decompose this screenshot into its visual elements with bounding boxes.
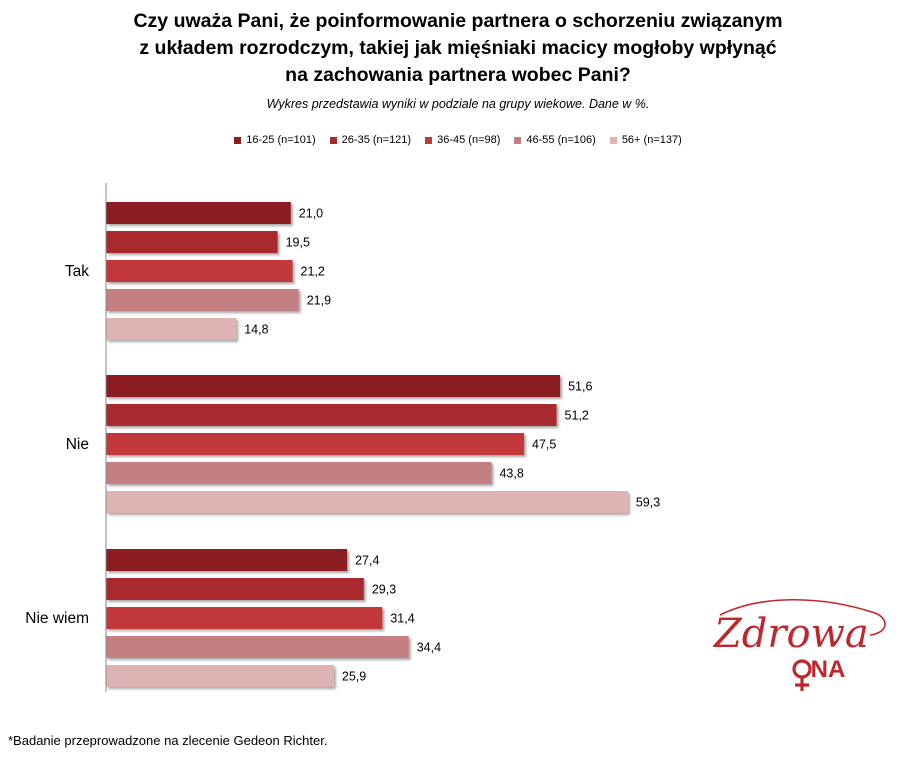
- logo-swash: [719, 598, 886, 636]
- data-label: 21,0: [299, 207, 323, 221]
- data-label: 31,4: [390, 612, 414, 626]
- bar-nie-wiem-series-1: [106, 549, 348, 571]
- bar-nie-series-5: [106, 491, 628, 513]
- data-label: 51,2: [565, 409, 589, 423]
- bar-nie-wiem-series-3: [106, 607, 383, 629]
- data-label: 27,4: [355, 554, 379, 568]
- data-label: 47,5: [532, 438, 556, 452]
- legend-label: 36-45 (n=98): [437, 134, 501, 146]
- bar-tak-series-5: [106, 318, 237, 340]
- legend-swatch: [514, 136, 522, 144]
- logo-script-text: Zdrowa: [712, 611, 869, 657]
- category-label: Nie wiem: [25, 610, 89, 627]
- data-label: 19,5: [286, 236, 310, 250]
- bar-nie-series-4: [106, 462, 492, 484]
- chart-title-line-3: na zachowania partnera wobec Pani?: [285, 64, 631, 86]
- data-label: 21,9: [307, 294, 331, 308]
- bar-tak-series-2: [106, 231, 278, 253]
- data-label: 34,4: [417, 641, 441, 655]
- bar-tak-series-4: [106, 289, 299, 311]
- legend-item-46-55: 46-55 (n=106): [514, 134, 596, 146]
- data-label: 21,2: [301, 265, 325, 279]
- bar-nie-wiem-series-5: [106, 665, 334, 687]
- chart-title-line-2: z układem rozrodczym, takiej jak mięśnia…: [139, 37, 777, 59]
- chart-title: Czy uważa Pani, że poinformowanie partne…: [40, 8, 876, 89]
- bar-tak-series-3: [106, 260, 293, 282]
- bar-nie-series-2: [106, 404, 557, 426]
- legend-swatch: [234, 136, 242, 144]
- bar-tak-series-1: [106, 202, 291, 224]
- data-label: 43,8: [499, 467, 523, 481]
- legend-swatch: [329, 136, 337, 144]
- footnote: *Badanie przeprowadzone na zlecenie Gede…: [8, 733, 328, 748]
- bar-nie-wiem-series-4: [106, 636, 409, 658]
- chart-legend: 16-25 (n=101) 26-35 (n=121) 36-45 (n=98)…: [0, 134, 916, 146]
- legend-item-36-45: 36-45 (n=98): [425, 134, 500, 146]
- chart-subtitle: Wykres przedstawia wyniki w podziale na …: [266, 97, 650, 111]
- legend-label: 16-25 (n=101): [246, 134, 316, 146]
- bars-layer: [106, 202, 628, 687]
- bar-nie-series-1: [106, 375, 561, 397]
- legend-item-26-35: 26-35 (n=121): [329, 134, 412, 146]
- legend-label: 56+ (n=137): [621, 134, 682, 146]
- data-label: 14,8: [244, 323, 268, 337]
- legend-label: 46-55 (n=106): [526, 134, 596, 146]
- data-label: 51,6: [568, 380, 592, 394]
- legend-swatch: [425, 136, 433, 144]
- labels-layer: 21,0 19,5 21,2 21,9 14,8 Tak 51,6 51,2 47,5 43,8 5…: [25, 207, 660, 684]
- data-label: 59,3: [636, 496, 660, 510]
- legend-swatch: [609, 136, 617, 144]
- category-label: Tak: [65, 263, 89, 280]
- legend-item-56-plus: 56+ (n=137): [609, 134, 682, 146]
- bar-nie-series-3: [106, 433, 524, 455]
- legend-label: 26-35 (n=121): [341, 134, 412, 146]
- zdrowa-ona-logo: Zdrowa ONA: [712, 598, 886, 691]
- data-label: 25,9: [342, 670, 366, 684]
- data-label: 29,3: [372, 583, 396, 597]
- bar-nie-wiem-series-2: [106, 578, 364, 600]
- chart-title-line-1: Czy uważa Pani, że poinformowanie partne…: [133, 10, 783, 32]
- category-label: Nie: [66, 436, 89, 453]
- female-symbol-icon: [792, 659, 812, 691]
- legend-item-16-25: 16-25 (n=101): [234, 134, 316, 146]
